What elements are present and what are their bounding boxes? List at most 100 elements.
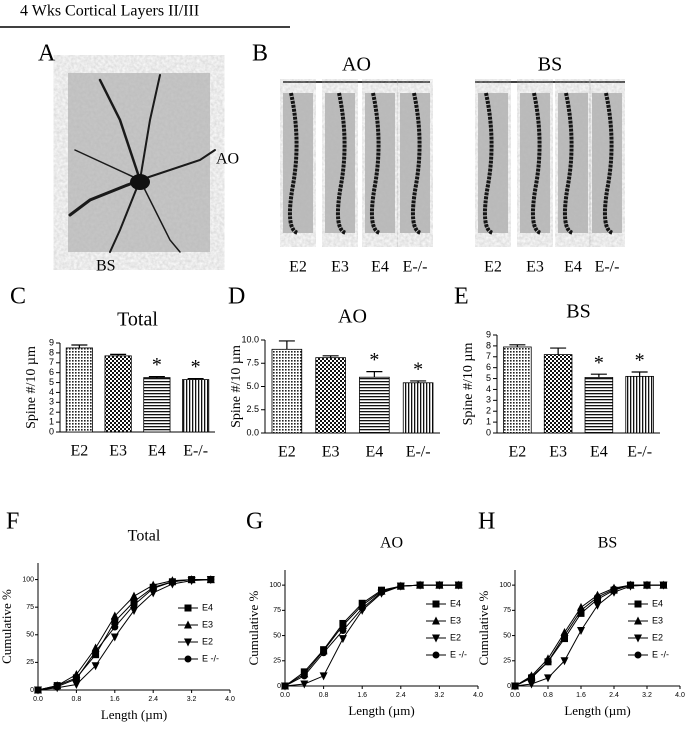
dendrite <box>602 92 614 235</box>
legend-marker <box>432 651 440 659</box>
legend-marker <box>634 600 642 608</box>
marker <box>168 578 176 586</box>
series-line <box>37 579 211 691</box>
y-tick-label: 75 <box>273 607 281 614</box>
marker <box>72 680 81 689</box>
x-tick-label: 3.2 <box>435 692 445 699</box>
marker <box>338 620 347 629</box>
y-tick-label: 1 <box>49 416 54 426</box>
legend-marker <box>184 638 192 647</box>
x-tick-label: E-/- <box>406 444 431 461</box>
x-axis-label: Length (µm) <box>348 703 414 718</box>
error-bar <box>322 355 339 358</box>
legend-marker <box>184 620 192 629</box>
marker <box>111 623 119 631</box>
y-axis-label: Cumulative % <box>476 590 491 665</box>
legend-label: E3 <box>202 619 213 629</box>
x-tick-label: E2 <box>278 444 296 461</box>
marker <box>130 601 138 609</box>
x-tick-label: 0.0 <box>33 696 43 703</box>
y-tick-label: 75 <box>503 607 511 614</box>
dendrite <box>562 92 574 235</box>
x-tick-label: 3.2 <box>187 696 197 703</box>
lane-label: E2 <box>289 259 307 276</box>
y-tick-label: 6 <box>486 362 491 372</box>
dendrite-texture <box>520 93 550 233</box>
marker <box>560 657 569 666</box>
x-tick-label: 0.8 <box>72 696 82 703</box>
bar <box>143 377 171 433</box>
legend-marker <box>634 651 642 659</box>
marker <box>378 588 385 596</box>
marker <box>511 682 519 690</box>
x-tick-label: E3 <box>549 444 567 461</box>
marker <box>594 593 601 601</box>
significance-mark: * <box>369 349 379 371</box>
legend-marker <box>432 616 440 625</box>
y-tick-label: 50 <box>273 632 281 639</box>
marker <box>577 627 585 636</box>
marker <box>577 606 585 614</box>
dendrite-panel: AO E2 E3 E4 E-/- BS E2 E3 E4 E-/- <box>283 54 625 276</box>
legend-marker <box>634 616 642 625</box>
bar <box>315 357 346 434</box>
bar <box>543 354 573 434</box>
y-axis-label: Spine #/10 µm <box>24 346 39 429</box>
region-label: BS <box>96 258 116 275</box>
x-tick-label: 3.2 <box>642 692 652 699</box>
marker <box>544 658 552 666</box>
marker <box>627 581 634 589</box>
x-axis-label: Length (µm) <box>101 707 167 722</box>
y-tick-label: 100 <box>269 582 281 589</box>
series-line <box>514 584 664 687</box>
bar <box>359 376 390 434</box>
legend-label: E4 <box>202 602 213 612</box>
legend-marker <box>184 604 192 612</box>
marker <box>72 675 80 683</box>
marker <box>281 682 289 690</box>
dendrite <box>530 92 542 235</box>
chart-title: Total <box>128 528 161 545</box>
y-axis-label: Spine #/10 µm <box>461 343 476 426</box>
error-bar <box>509 344 526 347</box>
error-bar <box>550 347 567 355</box>
marker <box>339 627 347 635</box>
error-bar <box>590 373 607 378</box>
error-bar <box>148 376 165 378</box>
bar <box>503 346 532 434</box>
x-tick-label: 1.6 <box>576 692 586 699</box>
x-axis-label: Length (µm) <box>564 703 630 718</box>
marker <box>397 582 405 590</box>
marker <box>130 591 138 600</box>
marker <box>527 680 536 689</box>
series-line <box>284 584 459 687</box>
bar <box>625 375 654 434</box>
series-line <box>37 579 211 691</box>
y-tick-label: 5 <box>486 373 491 383</box>
bar <box>65 347 93 433</box>
y-tick-label: 8 <box>49 347 54 357</box>
x-tick-label: E-/- <box>627 444 652 461</box>
y-tick-label: 5.0 <box>246 381 259 391</box>
x-tick-label: 0.8 <box>543 692 553 699</box>
lane-label: E-/- <box>595 259 620 276</box>
series-line <box>37 579 211 691</box>
panel-letter: B <box>252 41 268 67</box>
x-tick-label: 4.0 <box>675 692 685 699</box>
marker <box>319 672 328 681</box>
y-tick-label: 0.0 <box>246 427 259 437</box>
marker <box>358 604 366 612</box>
legend-label: E3 <box>652 615 663 625</box>
y-tick-label: 7 <box>49 357 54 367</box>
marker <box>435 581 443 589</box>
marker <box>188 576 196 584</box>
group-label: AO <box>342 54 371 76</box>
lane-label: E-/- <box>403 259 428 276</box>
y-tick-label: 5 <box>49 377 54 387</box>
legend-label: E2 <box>450 632 461 642</box>
marker <box>561 632 568 640</box>
marker <box>91 662 100 671</box>
x-tick-label: 1.6 <box>110 696 120 703</box>
marker <box>338 635 347 644</box>
